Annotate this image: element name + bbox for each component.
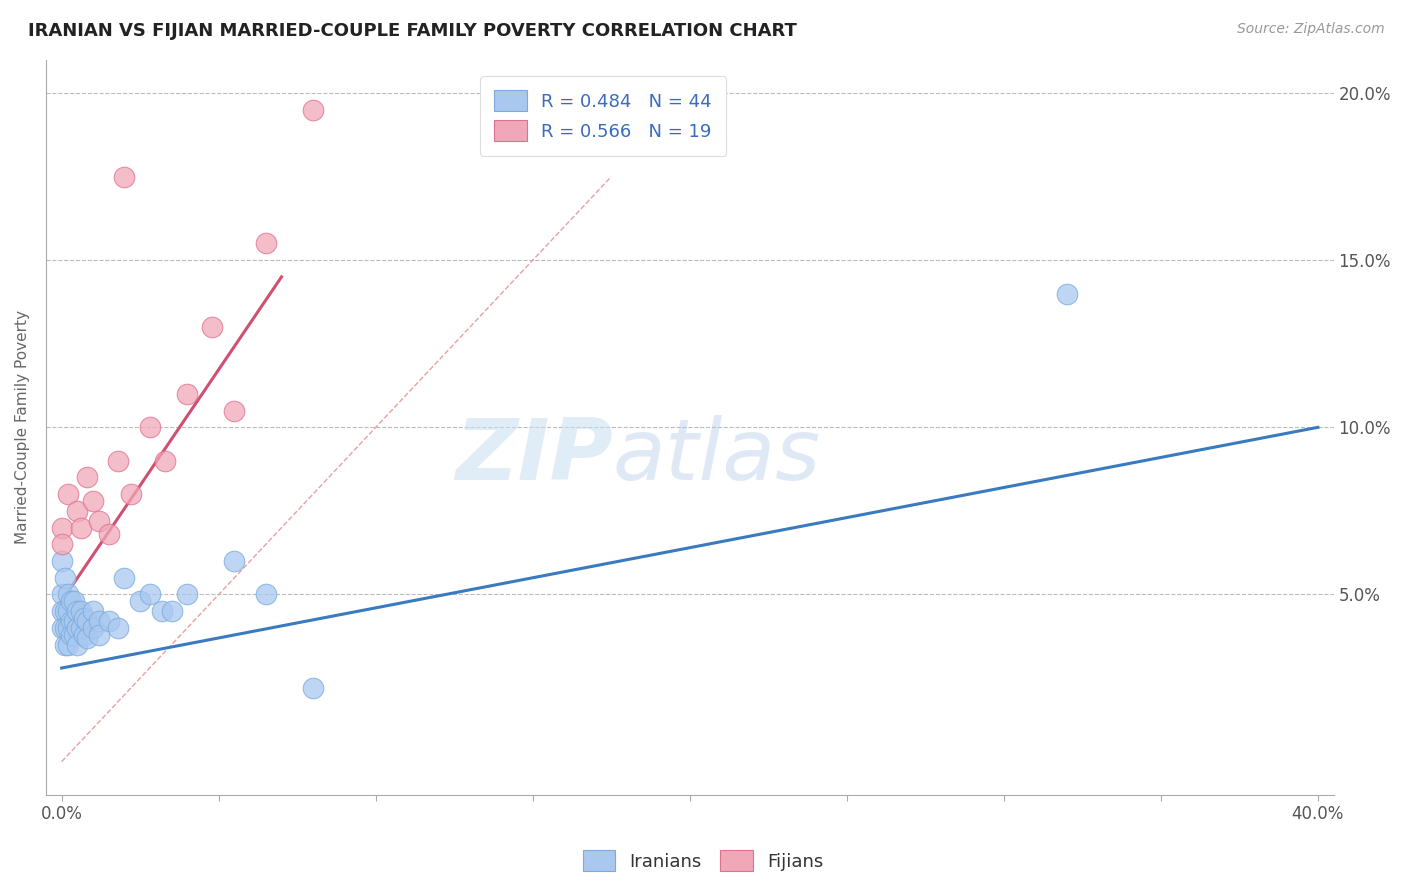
Point xyxy=(138,587,160,601)
Point xyxy=(160,604,183,618)
Point xyxy=(89,627,111,641)
Point xyxy=(176,387,198,401)
Point xyxy=(66,604,89,618)
Point xyxy=(63,594,86,608)
Point xyxy=(63,614,86,628)
Point xyxy=(176,587,198,601)
Point xyxy=(60,594,83,608)
Y-axis label: Married-Couple Family Poverty: Married-Couple Family Poverty xyxy=(15,310,30,544)
Point xyxy=(76,631,98,645)
Text: atlas: atlas xyxy=(613,416,821,499)
Point xyxy=(53,621,76,635)
Point xyxy=(155,454,177,468)
Point xyxy=(97,614,120,628)
Point xyxy=(53,638,76,652)
Point xyxy=(66,621,89,635)
Point xyxy=(150,604,173,618)
Point xyxy=(56,587,79,601)
Point xyxy=(129,594,152,608)
Point xyxy=(60,614,83,628)
Point xyxy=(114,571,136,585)
Point xyxy=(66,638,89,652)
Point xyxy=(82,604,104,618)
Point xyxy=(107,454,129,468)
Point xyxy=(63,627,86,641)
Text: IRANIAN VS FIJIAN MARRIED-COUPLE FAMILY POVERTY CORRELATION CHART: IRANIAN VS FIJIAN MARRIED-COUPLE FAMILY … xyxy=(28,22,797,40)
Point xyxy=(51,554,73,568)
Point xyxy=(73,627,96,641)
Point xyxy=(66,504,89,518)
Point xyxy=(53,604,76,618)
Point xyxy=(254,236,277,251)
Point xyxy=(522,103,544,117)
Point xyxy=(302,103,325,117)
Point xyxy=(51,587,73,601)
Point xyxy=(97,527,120,541)
Point xyxy=(89,514,111,528)
Point xyxy=(53,571,76,585)
Point xyxy=(82,494,104,508)
Legend: Iranians, Fijians: Iranians, Fijians xyxy=(575,843,831,879)
Point xyxy=(254,587,277,601)
Point xyxy=(56,638,79,652)
Text: ZIP: ZIP xyxy=(456,416,613,499)
Point xyxy=(69,521,91,535)
Point xyxy=(82,621,104,635)
Point xyxy=(51,621,73,635)
Point xyxy=(120,487,142,501)
Point xyxy=(114,169,136,184)
Point xyxy=(76,470,98,484)
Point xyxy=(69,604,91,618)
Point xyxy=(201,320,224,334)
Point xyxy=(56,621,79,635)
Point xyxy=(73,611,96,625)
Legend: R = 0.484   N = 44, R = 0.566   N = 19: R = 0.484 N = 44, R = 0.566 N = 19 xyxy=(479,76,727,155)
Point xyxy=(51,521,73,535)
Point xyxy=(302,681,325,695)
Point xyxy=(60,627,83,641)
Point xyxy=(56,604,79,618)
Point xyxy=(89,614,111,628)
Point xyxy=(51,604,73,618)
Point xyxy=(1056,286,1078,301)
Text: Source: ZipAtlas.com: Source: ZipAtlas.com xyxy=(1237,22,1385,37)
Point xyxy=(138,420,160,434)
Point xyxy=(224,403,246,417)
Point xyxy=(107,621,129,635)
Point xyxy=(56,487,79,501)
Point xyxy=(51,537,73,551)
Point xyxy=(224,554,246,568)
Point xyxy=(76,614,98,628)
Point xyxy=(69,621,91,635)
